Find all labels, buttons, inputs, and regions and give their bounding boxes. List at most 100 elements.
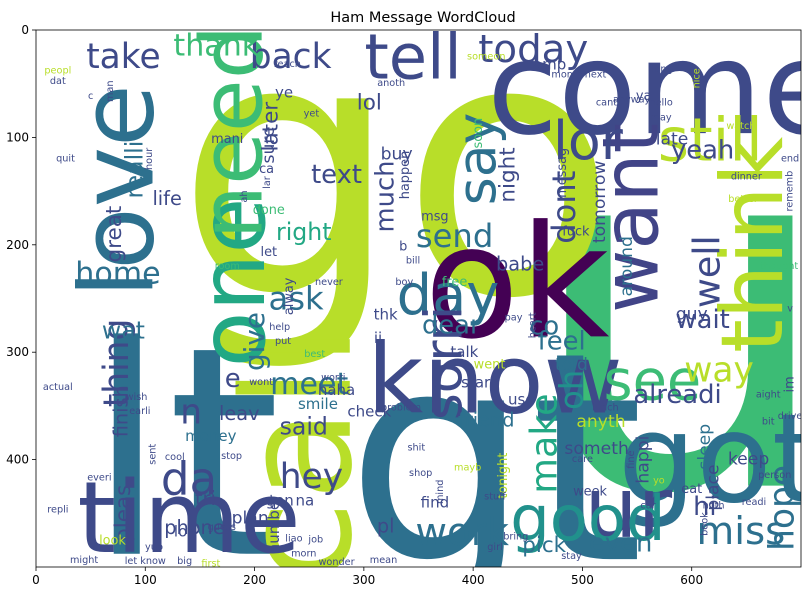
word-ah: ah: [239, 190, 250, 202]
word-finish: finish: [110, 385, 133, 437]
word-shop: shop: [409, 468, 432, 479]
word-alreadi: alreadi: [633, 380, 721, 410]
word-send: send: [416, 217, 493, 255]
word-someth: someth: [564, 439, 628, 459]
x-tick-label: 400: [462, 573, 485, 587]
word-work: work: [415, 510, 509, 555]
word-dinner: dinner: [731, 172, 762, 183]
word-oh: oh: [553, 370, 591, 410]
word-reach: reach: [274, 59, 301, 70]
word-bit: bit: [762, 417, 775, 428]
word-anyth: anyth: [576, 412, 625, 432]
word-person: person: [758, 470, 791, 481]
word-time: time: [77, 461, 300, 576]
word-hey: hey: [280, 457, 343, 497]
word-one: one: [179, 197, 286, 367]
word-realli: realli: [120, 141, 148, 199]
x-tick-label: 300: [352, 573, 375, 587]
y-tick-label: 300: [6, 345, 29, 359]
word-hour: hour: [144, 148, 155, 170]
word-problem: problem: [381, 403, 421, 414]
word-life: life: [152, 187, 181, 210]
word-guess: guess: [208, 522, 236, 533]
word-everi: everi: [87, 472, 111, 483]
word-happi: happi: [634, 436, 654, 484]
word-tonight: tonight: [496, 453, 511, 499]
word-today: today: [478, 27, 588, 72]
word-may: may: [651, 113, 672, 124]
word-give: give: [238, 312, 271, 371]
word-mind: mind: [435, 480, 446, 504]
word-home: home: [75, 256, 160, 291]
word-tell: tell: [364, 20, 461, 93]
word-come: come: [487, 14, 810, 164]
word-make: make: [523, 393, 566, 493]
word-good: good: [510, 482, 665, 555]
word-lot: lot: [174, 523, 193, 541]
word-lol: lol: [357, 91, 382, 116]
word-still: still: [658, 106, 763, 176]
word-worri: worri: [321, 372, 345, 383]
word-mean: mean: [370, 555, 397, 566]
word-place: place: [704, 464, 724, 510]
word-late: late: [656, 130, 689, 150]
word-meet: meet: [270, 367, 348, 402]
word-told: told: [555, 355, 588, 375]
word-go: go: [176, 0, 618, 376]
word-long: long: [652, 64, 673, 75]
word-money: money: [185, 427, 237, 445]
word-tri: tri: [195, 487, 216, 510]
word-aight: aight: [756, 390, 781, 401]
word-c: c: [88, 91, 93, 102]
word-great: great: [102, 206, 127, 263]
x-tick-label: 500: [571, 573, 594, 587]
word-call: call: [211, 325, 386, 583]
word-keep: keep: [728, 450, 769, 470]
word-room: room: [215, 261, 240, 272]
word-night: night: [496, 147, 521, 202]
word-lor: lor: [553, 109, 624, 172]
word-thk: thk: [374, 306, 398, 324]
word-see: see: [604, 349, 702, 414]
word-big: big: [177, 556, 192, 567]
word-soon: soon: [471, 118, 486, 149]
word-lt: lt: [86, 286, 280, 603]
word-use: use: [508, 390, 535, 408]
word-im: im: [783, 376, 798, 392]
word-guy: guy: [676, 305, 708, 325]
word-friend: friend: [458, 408, 514, 431]
word-free: free: [442, 275, 467, 290]
plot-frame: [35, 29, 802, 568]
word-tomorrow: tomorrow: [590, 161, 610, 244]
word-let-know: let know: [125, 556, 166, 567]
x-axis: 0 100 200 300 400 500 600: [32, 567, 703, 587]
word-earli: earli: [129, 406, 150, 417]
word-liao: liao: [285, 534, 302, 545]
word-amp: amp: [533, 55, 566, 73]
word-day: day: [397, 263, 500, 328]
word-happen: happen: [398, 151, 413, 200]
word-talk: talk: [450, 343, 478, 361]
word-da: da: [161, 452, 217, 505]
word-better: better: [728, 194, 758, 205]
word-hi: hi: [693, 492, 717, 522]
y-tick-label: 400: [6, 453, 29, 467]
word-pl: pl: [377, 515, 395, 538]
word-plan: plan: [232, 509, 269, 529]
word-dat: dat: [50, 76, 66, 87]
word-sleep: sleep: [695, 424, 715, 470]
word-thing: thing: [97, 319, 137, 407]
word-lar: lar: [262, 176, 273, 189]
word-stuff: stuff: [484, 492, 506, 503]
word-u: u: [524, 27, 810, 603]
word-find: find: [421, 494, 449, 512]
word-never: never: [315, 277, 343, 288]
word-done: done: [253, 203, 285, 218]
word-phone: phone: [164, 516, 224, 539]
word-car: car: [640, 500, 655, 511]
word-might: might: [70, 555, 98, 566]
word-thank: thank: [173, 29, 259, 64]
word-bring: bring: [503, 531, 528, 542]
word-fine: fine: [626, 450, 637, 468]
